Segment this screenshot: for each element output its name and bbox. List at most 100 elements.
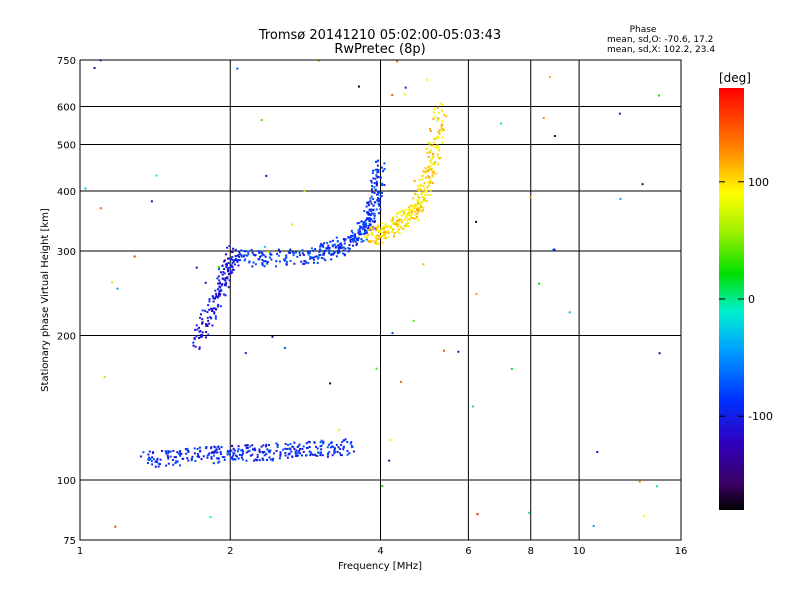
data-point <box>377 200 380 203</box>
data-point <box>308 250 311 253</box>
data-point <box>424 167 427 170</box>
data-point <box>383 162 386 165</box>
data-point <box>395 223 398 226</box>
data-point <box>336 450 339 453</box>
data-point <box>360 233 363 236</box>
data-point <box>422 174 425 177</box>
data-point <box>357 229 360 232</box>
colorbar-ticks: 100 0 -100 <box>719 176 773 423</box>
data-point <box>389 227 392 230</box>
data-point <box>292 254 295 257</box>
data-point <box>265 453 268 456</box>
data-point <box>360 220 363 223</box>
data-point <box>376 224 379 227</box>
data-point <box>232 458 235 461</box>
data-point <box>165 452 168 455</box>
data-point <box>164 450 167 453</box>
data-point <box>408 213 411 216</box>
noise-point <box>381 484 384 487</box>
data-point <box>169 450 172 453</box>
data-point <box>357 237 360 240</box>
data-point <box>207 453 210 456</box>
data-point <box>417 219 420 222</box>
data-point <box>404 223 407 226</box>
data-point <box>295 449 298 452</box>
noise-point <box>93 66 96 69</box>
data-point <box>212 454 215 457</box>
data-point <box>438 149 441 152</box>
plot-frame <box>79 59 682 541</box>
data-point <box>414 205 417 208</box>
data-point <box>406 222 409 225</box>
data-point <box>197 454 200 457</box>
data-point <box>367 240 370 243</box>
data-point <box>245 254 248 257</box>
data-point <box>436 117 439 120</box>
data-point <box>288 251 291 254</box>
data-point <box>391 229 394 232</box>
noise-point <box>116 287 119 290</box>
data-point <box>410 213 413 216</box>
data-point <box>425 147 428 150</box>
data-point <box>369 227 372 230</box>
noise-point <box>357 85 360 88</box>
data-point <box>376 197 379 200</box>
data-point <box>348 247 351 250</box>
data-point <box>383 225 386 228</box>
data-point <box>284 447 287 450</box>
data-point <box>379 236 382 239</box>
data-point <box>375 242 378 245</box>
data-point <box>215 451 218 454</box>
stats-title: Phase <box>630 25 657 35</box>
data-point <box>307 440 310 443</box>
data-point <box>212 462 215 465</box>
data-point <box>305 261 308 264</box>
data-point <box>420 184 423 187</box>
data-point <box>422 196 425 199</box>
data-point <box>439 102 442 105</box>
data-point <box>429 179 432 182</box>
data-point <box>217 288 220 291</box>
data-point <box>254 263 257 266</box>
data-point <box>276 444 279 447</box>
data-point <box>251 453 254 456</box>
data-point <box>356 222 359 225</box>
data-point <box>297 444 300 447</box>
data-point <box>218 279 221 282</box>
data-point <box>407 225 410 228</box>
data-point <box>213 297 216 300</box>
data-point <box>423 187 426 190</box>
data-point <box>216 305 219 308</box>
data-point <box>261 263 264 266</box>
data-point <box>384 231 387 234</box>
data-point <box>310 247 313 250</box>
data-point <box>149 457 152 460</box>
data-point <box>375 238 378 241</box>
data-point <box>381 182 384 185</box>
data-point <box>374 160 377 163</box>
data-point <box>201 331 204 334</box>
data-point <box>296 454 299 457</box>
data-point <box>255 459 258 462</box>
data-point <box>429 165 432 168</box>
data-point <box>373 191 376 194</box>
data-point <box>216 277 219 280</box>
data-point <box>363 225 366 228</box>
data-point <box>204 336 207 339</box>
data-point <box>304 260 307 263</box>
data-point <box>146 461 149 464</box>
noise-point <box>619 197 622 200</box>
data-point <box>393 232 396 235</box>
y-tick-label: 600 <box>57 103 76 114</box>
data-point <box>398 219 401 222</box>
data-point <box>152 458 155 461</box>
data-point <box>231 258 234 261</box>
data-point <box>335 255 338 258</box>
data-point <box>358 233 361 236</box>
data-point <box>248 260 251 263</box>
data-point <box>289 259 292 262</box>
data-point <box>238 453 241 456</box>
data-point <box>158 463 161 466</box>
data-point <box>430 167 433 170</box>
data-point <box>253 448 256 451</box>
